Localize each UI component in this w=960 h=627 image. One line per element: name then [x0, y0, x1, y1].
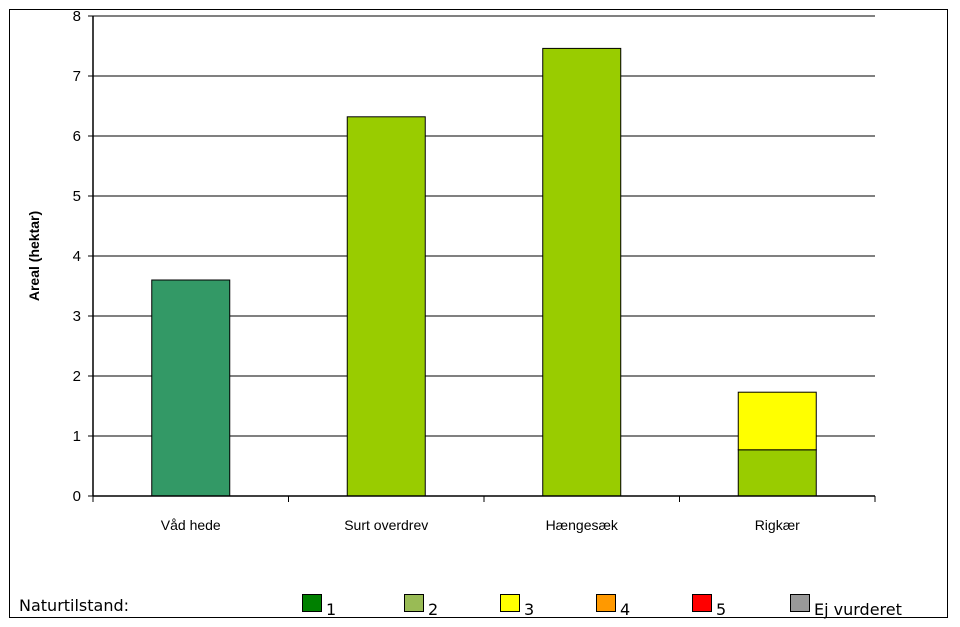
- tick-labels: 0 1 2 3 4 5 6 7 8 Våd hede Surt overdrev Hængesæk Ri…: [73, 8, 800, 533]
- bars: [151, 47, 817, 497]
- legend-label: Ej vurderet: [814, 600, 902, 619]
- y-axis-label: Areal (hektar): [26, 210, 42, 302]
- legend-swatch: [596, 594, 616, 612]
- y-tick-label: 8: [73, 8, 81, 25]
- y-tick-label: 3: [73, 308, 81, 325]
- y-tick-label: 4: [73, 248, 81, 265]
- legend-label: 4: [620, 600, 631, 619]
- legend-swatch: [790, 594, 810, 612]
- legend-swatch: [302, 594, 322, 612]
- axes: [88, 15, 876, 502]
- legend-title: Naturtilstand:: [19, 596, 130, 615]
- bar-segment: [542, 47, 622, 497]
- bar-segment: [151, 279, 231, 497]
- legend-label: 5: [716, 600, 727, 619]
- legend-label: 1: [326, 600, 337, 619]
- x-tick-label: Rigkær: [755, 517, 800, 533]
- y-tick-label: 1: [73, 428, 81, 445]
- legend: Naturtilstand: 1 2 3 4 5 Ej vurderet: [0, 590, 960, 620]
- x-tick-label: Surt overdrev: [344, 517, 428, 533]
- y-tick-label: 7: [73, 68, 81, 85]
- legend-swatch: [692, 594, 712, 612]
- bar-segment: [346, 116, 426, 497]
- legend-swatch: [404, 594, 424, 612]
- y-tick-label: 0: [73, 488, 81, 505]
- legend-label: 2: [428, 600, 439, 619]
- x-tick-label: Hængesæk: [546, 517, 619, 533]
- bar-segment: [737, 391, 817, 451]
- bar-segment: [737, 449, 817, 497]
- y-tick-label: 5: [73, 188, 81, 205]
- legend-swatch: [500, 594, 520, 612]
- y-tick-label: 6: [73, 128, 81, 145]
- legend-label: 3: [524, 600, 535, 619]
- y-tick-label: 2: [73, 368, 81, 385]
- x-tick-label: Våd hede: [161, 517, 221, 533]
